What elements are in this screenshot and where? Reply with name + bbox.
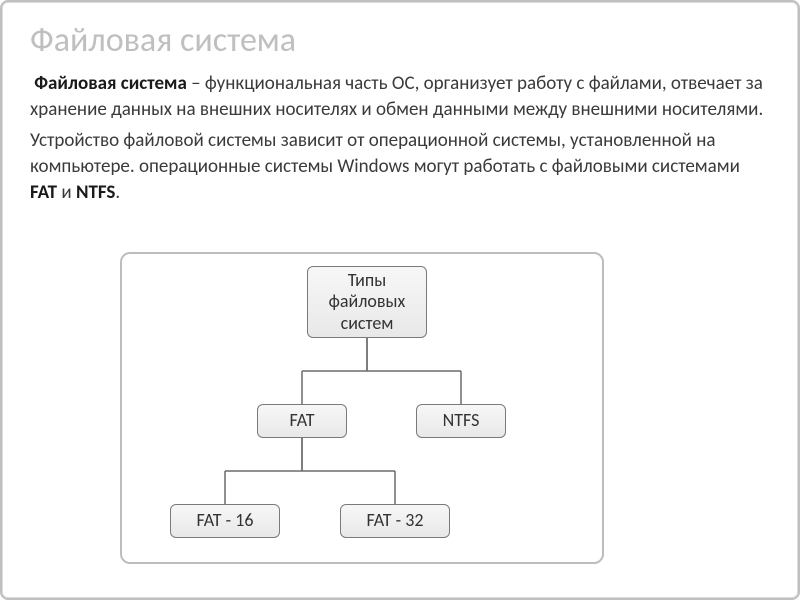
paragraph-1: Файловая система – функциональная часть … (30, 71, 770, 122)
tree-diagram: Типы файловых систем FAT NTFS FAT - 16 FAT -… (122, 254, 602, 562)
node-fat16: FAT - 16 (170, 504, 280, 538)
paragraph-2: Устройство файловой системы зависит от о… (30, 128, 770, 205)
para2-end: . (115, 181, 120, 204)
node-fat: FAT (257, 404, 347, 438)
diagram-frame: Типы файловых систем FAT NTFS FAT - 16 FAT -… (120, 252, 604, 564)
para2-mid: и (57, 181, 76, 204)
slide: Файловая система Файловая система – функ… (0, 0, 800, 600)
para2-b1: FAT (30, 181, 57, 204)
node-ntfs: NTFS (416, 404, 506, 438)
slide-title: Файловая система (30, 20, 770, 61)
para1-bold: Файловая система (34, 72, 187, 95)
para2-pre: Устройство файловой системы зависит от о… (30, 129, 740, 178)
node-fat32: FAT - 32 (340, 504, 450, 538)
para2-b2: NTFS (76, 181, 115, 204)
node-root: Типы файловых систем (307, 266, 427, 338)
